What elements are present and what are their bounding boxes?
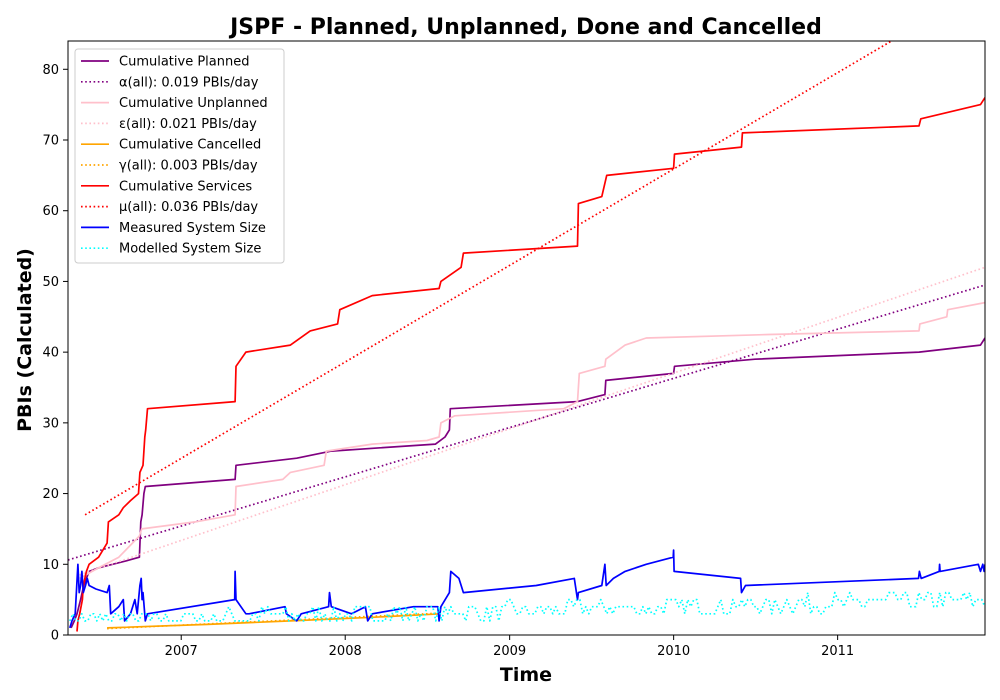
y-tick-label: 80 [42,63,59,78]
legend-label-cumulative-unplanned: Cumulative Unplanned [119,96,268,111]
x-tick-label: 2010 [657,644,690,659]
x-tick-label: 2008 [329,644,362,659]
y-tick-label: 60 [42,204,59,219]
y-tick-label: 20 [42,487,59,502]
y-axis-label: PBIs (Calculated) [14,248,36,432]
series-line-cumulative-planned [70,337,985,629]
legend-label-all-0-036-pbis-day: μ(all): 0.036 PBIs/day [119,200,258,215]
legend-label-cumulative-cancelled: Cumulative Cancelled [119,138,261,153]
legend: Cumulative Planned α(all): 0.019 PBIs/day… [74,48,285,264]
y-tick-label: 70 [42,134,59,149]
y-tick-label: 0 [51,629,59,644]
legend-box [74,48,285,264]
series-line-all-0-036-pbis-day [84,41,892,516]
x-axis: 2007 2008 2009 2010 2011 [165,635,854,659]
x-tick-label: 2007 [165,644,198,659]
legend-label-cumulative-services: Cumulative Services [119,179,252,194]
legend-label-all-0-003-pbis-day: γ(all): 0.003 PBIs/day [119,159,258,174]
series-line-cumulative-unplanned [79,301,985,580]
x-tick-label: 2009 [493,644,526,659]
x-axis-label: Time [500,664,552,686]
y-tick-label: 10 [42,558,59,573]
series-line-modelled-system-size [69,591,985,622]
legend-label-all-0-021-pbis-day: ε(all): 0.021 PBIs/day [119,117,257,132]
x-tick-label: 2011 [821,644,854,659]
legend-label-modelled-system-size: Modelled System Size [119,242,261,257]
legend-label-measured-system-size: Measured System Size [119,221,266,236]
legend-label-cumulative-planned: Cumulative Planned [119,55,249,70]
chart-title: JSPF - Planned, Unplanned, Done and Canc… [228,15,822,40]
series-line-all-0-003-pbis-day [107,612,441,630]
series-line-cumulative-cancelled [107,612,441,629]
y-tick-label: 30 [42,416,59,431]
y-tick-label: 40 [42,346,59,361]
series-line-measured-system-size [68,549,985,629]
y-tick-label: 50 [42,275,59,290]
y-axis: 0 10 20 30 40 50 60 70 80 [42,63,68,644]
plot-lines [68,41,985,632]
legend-label-all-0-019-pbis-day: α(all): 0.019 PBIs/day [119,75,259,90]
plot-frame [67,40,986,636]
series-line-cumulative-services [76,97,985,632]
